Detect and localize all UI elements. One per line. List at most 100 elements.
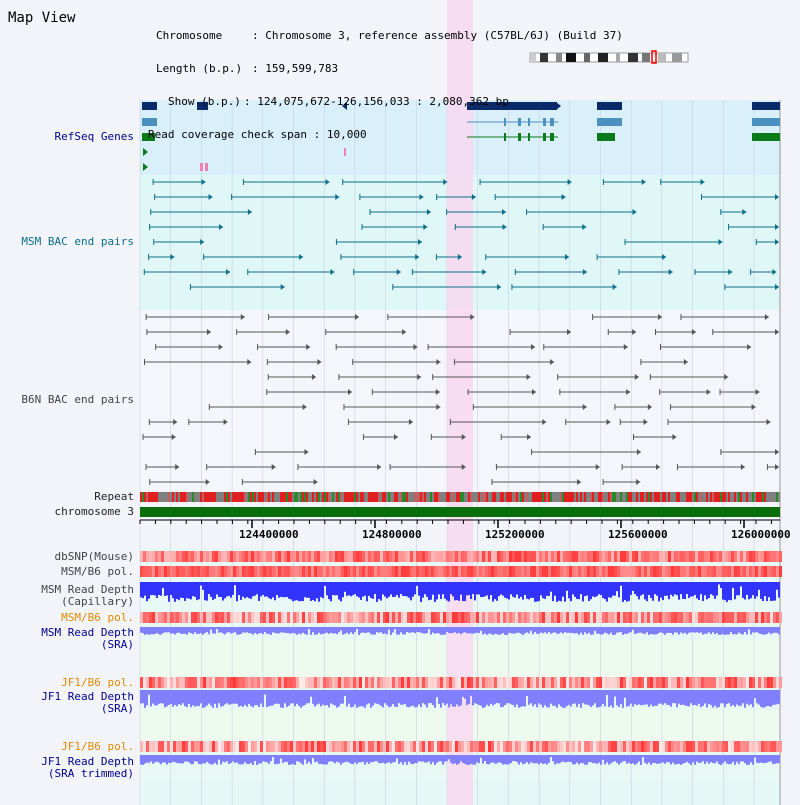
polymorphism-cell xyxy=(743,612,746,623)
read-depth-bar xyxy=(666,690,668,705)
polymorphism-cell xyxy=(611,677,614,688)
polymorphism-cell xyxy=(365,566,368,577)
axis-tick-label: 124400000 xyxy=(239,528,299,541)
polymorphism-cell xyxy=(389,741,392,752)
repeat-mark xyxy=(684,492,686,502)
polymorphism-cell xyxy=(182,612,185,623)
read-depth-bar xyxy=(364,627,366,634)
read-depth-bar xyxy=(736,582,738,596)
polymorphism-cell xyxy=(371,612,374,623)
polymorphism-cell xyxy=(383,677,386,688)
polymorphism-cell xyxy=(662,566,665,577)
polymorphism-cell xyxy=(200,551,203,562)
b6n-bac-track-label[interactable]: B6N BAC end pairs xyxy=(21,393,134,406)
read-depth-bar xyxy=(214,755,216,763)
polymorphism-cell xyxy=(449,566,452,577)
chromosome-ideogram-icon[interactable] xyxy=(529,50,689,64)
read-depth-bar xyxy=(484,627,486,634)
polymorphism-cell xyxy=(143,612,146,623)
selection-highlight[interactable] xyxy=(447,0,473,805)
b6n-bac-pair xyxy=(647,404,652,410)
polymorphism-cell xyxy=(422,741,425,752)
read-depth-bar xyxy=(306,690,308,704)
polymorphism-cell xyxy=(599,566,602,577)
polymorphism-cell xyxy=(761,551,764,562)
read-depth-bar xyxy=(398,627,400,635)
polymorphism-cell xyxy=(143,566,146,577)
polymorphism-cell xyxy=(212,566,215,577)
polymorphism-cell xyxy=(149,612,152,623)
read-depth-bar xyxy=(618,582,620,598)
polymorphism-cell xyxy=(560,612,563,623)
polymorphism-cell xyxy=(683,741,686,752)
read-depth-bar xyxy=(704,690,706,704)
read-depth-bar xyxy=(212,582,214,600)
repeat-mark xyxy=(580,492,582,502)
read-depth-bar xyxy=(706,627,708,634)
repeat-mark xyxy=(662,492,664,502)
repeat-mark xyxy=(352,492,354,502)
read-depth-bar xyxy=(680,690,682,706)
polymorphism-cell xyxy=(269,551,272,562)
read-depth-bar xyxy=(156,627,158,633)
read-depth-bar xyxy=(238,627,240,635)
read-depth-bar xyxy=(348,755,350,763)
polymorphism-cell xyxy=(383,741,386,752)
polymorphism-cell xyxy=(437,612,440,623)
read-depth-bar xyxy=(646,582,648,602)
read-depth-bar xyxy=(256,582,258,595)
read-depth-bar xyxy=(408,690,410,708)
polymorphism-cell xyxy=(323,677,326,688)
polymorphism-cell xyxy=(737,612,740,623)
read-depth-bar xyxy=(680,627,682,633)
read-depth-bar xyxy=(574,690,576,704)
read-depth-bar xyxy=(146,755,148,763)
read-depth-bar xyxy=(178,582,180,601)
length-value: 159,599,783 xyxy=(265,62,339,75)
repeat-mark xyxy=(530,492,532,502)
polymorphism-cell xyxy=(698,612,701,623)
repeat-mark xyxy=(682,492,684,502)
polymorphism-cell xyxy=(545,612,548,623)
msm-bac-track-label[interactable]: MSM BAC end pairs xyxy=(21,235,134,248)
polymorphism-cell xyxy=(446,566,449,577)
read-depth-bar xyxy=(350,582,352,597)
polymorphism-cell xyxy=(386,741,389,752)
read-depth-bar xyxy=(486,627,488,635)
read-depth-bar xyxy=(318,627,320,633)
polymorphism-cell xyxy=(533,551,536,562)
polymorphism-cell xyxy=(479,741,482,752)
polymorphism-cell xyxy=(437,741,440,752)
read-depth-bar xyxy=(734,627,736,635)
polymorphism-cell xyxy=(173,551,176,562)
read-depth-bar xyxy=(386,755,388,763)
read-depth-bar xyxy=(372,627,374,635)
read-depth-bar xyxy=(704,755,706,765)
repeat-mark xyxy=(464,492,466,502)
polymorphism-cell xyxy=(653,566,656,577)
read-depth-bar xyxy=(240,582,242,600)
polymorphism-cell xyxy=(590,612,593,623)
polymorphism-cell xyxy=(710,677,713,688)
read-depth-bar xyxy=(342,690,344,704)
read-depth-bar xyxy=(416,690,418,707)
read-depth-bar xyxy=(718,755,720,765)
read-depth-bar xyxy=(302,755,304,765)
polymorphism-cell xyxy=(428,677,431,688)
read-depth-bar xyxy=(340,627,342,631)
polymorphism-cell xyxy=(704,741,707,752)
refseq-track-label[interactable]: RefSeq Genes xyxy=(54,130,134,143)
polymorphism-cell xyxy=(200,612,203,623)
repeat-mark xyxy=(388,492,390,502)
polymorphism-cell xyxy=(572,677,575,688)
polymorphism-cell xyxy=(257,551,260,562)
read-depth-bar xyxy=(374,690,376,704)
b6n-bac-pair xyxy=(766,419,771,425)
read-depth-bar xyxy=(412,627,414,633)
polymorphism-cell xyxy=(416,677,419,688)
polymorphism-cell xyxy=(299,741,302,752)
repeat-mark xyxy=(196,492,198,502)
repeat-mark xyxy=(140,492,142,502)
read-depth-bar xyxy=(712,755,714,764)
